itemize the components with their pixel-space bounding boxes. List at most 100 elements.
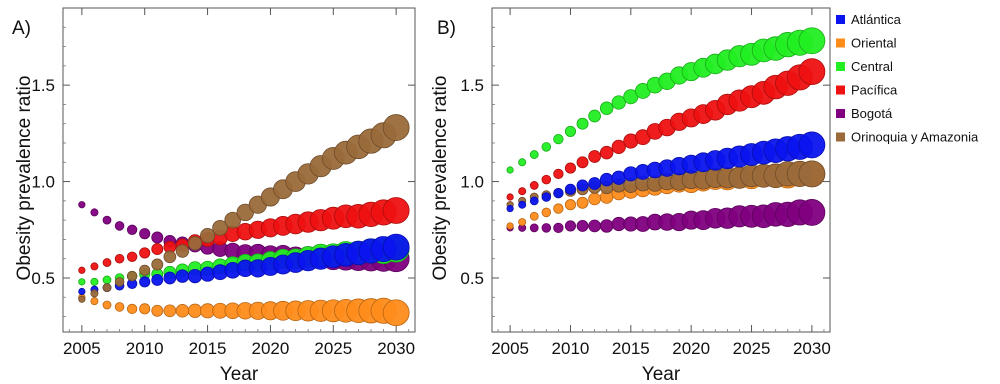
panel-a: A) 2005 2010 2015 2020 2025 2030 0.5 1.0 1.5 Year O… bbox=[12, 7, 416, 384]
data-point bbox=[187, 236, 203, 251]
plot-frame bbox=[491, 7, 831, 333]
x-tick-label: 2025 bbox=[314, 339, 352, 358]
data-point bbox=[78, 295, 86, 303]
data-point bbox=[588, 192, 601, 206]
data-point bbox=[506, 193, 514, 201]
legend-entry: Bogotá bbox=[851, 106, 893, 121]
x-axis-label: Year bbox=[642, 364, 681, 384]
data-point bbox=[139, 303, 151, 315]
data-point bbox=[90, 262, 99, 271]
data-point bbox=[576, 196, 589, 209]
series-oriental bbox=[78, 293, 410, 327]
data-point bbox=[102, 258, 112, 267]
data-point bbox=[541, 223, 552, 233]
data-point bbox=[151, 258, 164, 271]
data-point bbox=[541, 174, 552, 185]
data-point bbox=[529, 181, 539, 190]
data-point bbox=[90, 208, 99, 217]
data-point bbox=[798, 131, 826, 159]
series-central bbox=[506, 27, 826, 174]
data-point bbox=[163, 271, 177, 285]
panel-label: B) bbox=[437, 18, 456, 39]
data-point bbox=[382, 197, 410, 224]
data-point bbox=[611, 95, 626, 110]
data-point bbox=[506, 166, 514, 174]
data-point bbox=[151, 273, 164, 286]
legend-swatch bbox=[836, 15, 845, 24]
data-point bbox=[588, 177, 601, 190]
data-point bbox=[126, 251, 138, 262]
legend-swatch bbox=[836, 85, 845, 95]
data-point bbox=[506, 222, 514, 230]
panel-b: B) 2005 2010 2015 2020 2025 2030 0.5 1.0 1.5 Year O… bbox=[430, 7, 831, 384]
legend-entry: Central bbox=[851, 59, 893, 74]
data-point bbox=[78, 278, 86, 286]
data-point bbox=[576, 219, 589, 232]
data-point bbox=[126, 270, 138, 282]
legend-swatch bbox=[836, 62, 845, 71]
data-point bbox=[78, 201, 86, 209]
data-point bbox=[518, 158, 527, 167]
panel-label: A) bbox=[12, 18, 31, 39]
data-point bbox=[224, 211, 242, 229]
x-tick-label: 2010 bbox=[552, 339, 590, 358]
legend-swatch bbox=[836, 132, 845, 142]
series-bogot- bbox=[506, 199, 826, 234]
data-point bbox=[564, 183, 577, 195]
y-tick-label: 1.5 bbox=[31, 76, 55, 95]
data-point bbox=[576, 156, 589, 169]
series-atl-ntica bbox=[506, 131, 826, 213]
data-point bbox=[553, 168, 564, 180]
data-point bbox=[78, 266, 86, 274]
y-tick-label: 1.5 bbox=[460, 76, 484, 95]
data-point bbox=[588, 219, 601, 233]
data-point bbox=[564, 220, 577, 232]
data-point bbox=[564, 199, 577, 211]
data-point bbox=[114, 221, 125, 231]
data-point bbox=[102, 215, 112, 225]
series-pac-fica bbox=[506, 58, 826, 201]
legend-entry: Pacífica bbox=[851, 83, 898, 98]
data-point bbox=[541, 207, 552, 218]
x-tick-label: 2015 bbox=[189, 339, 227, 358]
data-point bbox=[564, 162, 577, 174]
x-axis-label: Year bbox=[220, 364, 259, 384]
data-point bbox=[139, 276, 151, 288]
data-point bbox=[90, 277, 99, 286]
data-point bbox=[798, 160, 826, 188]
data-point bbox=[382, 299, 410, 327]
data-point bbox=[139, 264, 151, 276]
data-point bbox=[382, 114, 410, 141]
x-tick-label: 2030 bbox=[793, 339, 831, 358]
data-point bbox=[553, 133, 564, 145]
data-point bbox=[175, 269, 190, 283]
y-tick-label: 0.5 bbox=[460, 269, 484, 288]
data-point bbox=[529, 211, 539, 221]
data-point bbox=[518, 200, 527, 209]
y-axis-label: Obesity prevalence ratio bbox=[14, 76, 35, 281]
data-point bbox=[599, 101, 614, 116]
data-point bbox=[212, 219, 229, 236]
data-point bbox=[588, 109, 601, 123]
data-point bbox=[529, 150, 539, 159]
x-tick-label: 2025 bbox=[733, 339, 771, 358]
legend-entry: Oriental bbox=[851, 36, 897, 51]
data-point bbox=[529, 223, 539, 233]
data-point bbox=[163, 250, 177, 264]
data-point bbox=[163, 304, 177, 318]
x-tick-label: 2005 bbox=[63, 339, 101, 358]
data-point bbox=[553, 222, 564, 234]
data-point bbox=[599, 172, 614, 187]
series-atl-ntica bbox=[78, 233, 410, 296]
data-point bbox=[506, 204, 514, 213]
data-point bbox=[576, 179, 589, 192]
x-tick-label: 2020 bbox=[252, 339, 290, 358]
y-axis-label: Obesity prevalence ratio bbox=[430, 76, 451, 281]
data-point bbox=[78, 287, 86, 296]
data-point bbox=[187, 303, 203, 318]
data-point bbox=[139, 228, 151, 240]
data-point bbox=[102, 300, 112, 310]
data-point bbox=[187, 268, 203, 284]
